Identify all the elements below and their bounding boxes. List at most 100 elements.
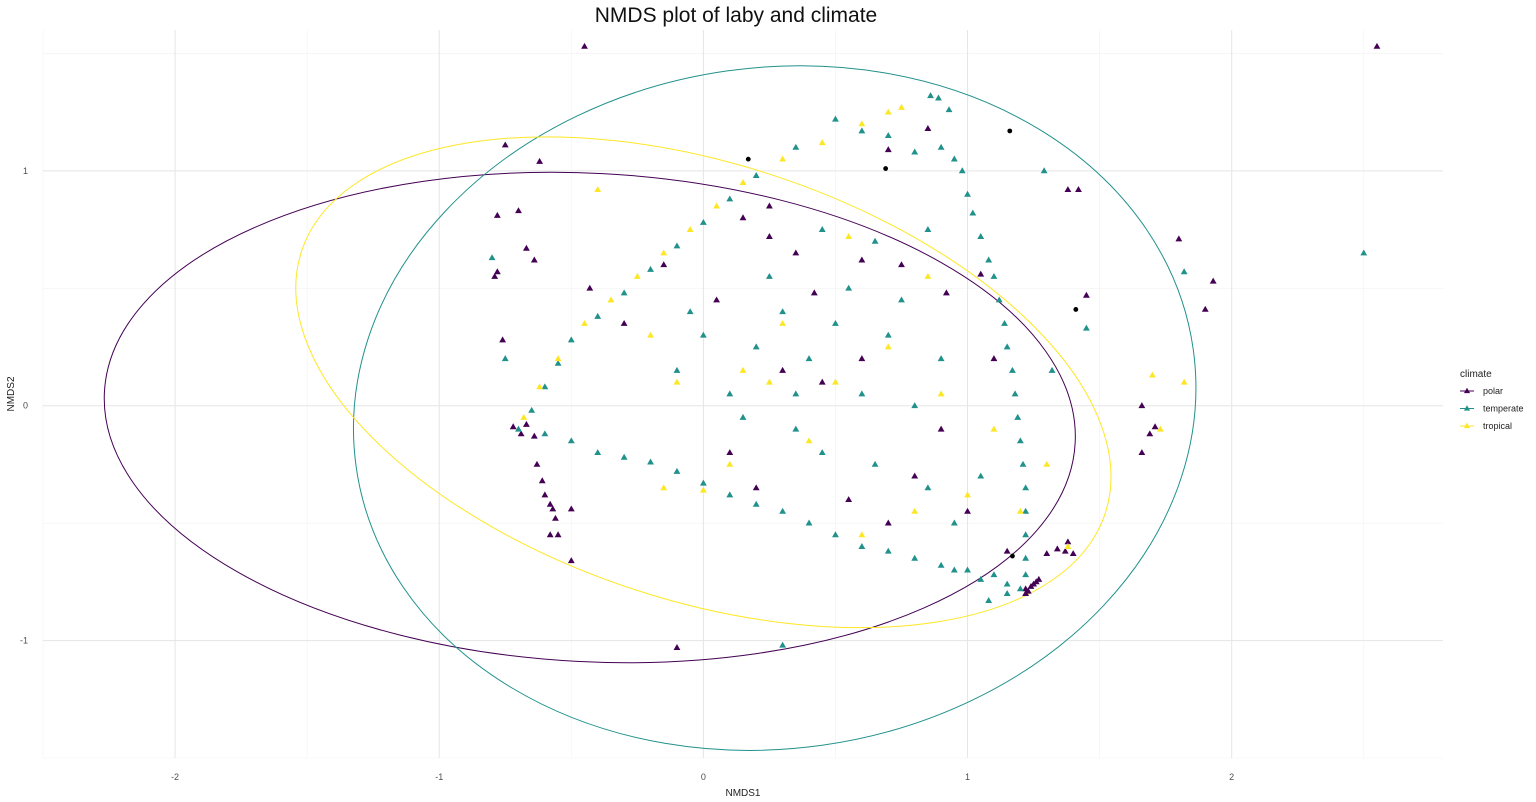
point-polar — [522, 420, 530, 427]
point-tropical — [779, 155, 787, 162]
point-polar — [660, 261, 668, 268]
point-extra — [1010, 553, 1015, 559]
point-polar — [620, 319, 628, 326]
point-temperate — [673, 467, 681, 474]
point-temperate — [818, 226, 826, 232]
point-temperate — [977, 472, 985, 479]
point-tropical — [911, 507, 919, 514]
point-temperate — [594, 449, 602, 456]
point-tropical — [805, 437, 813, 444]
point-polar — [1053, 545, 1061, 552]
point-polar — [549, 505, 557, 512]
point-polar — [1082, 291, 1090, 298]
ellipse-tropical — [295, 136, 1112, 629]
point-polar — [1201, 305, 1209, 312]
point-temperate — [1022, 531, 1030, 538]
point-temperate — [752, 500, 760, 507]
point-temperate — [792, 390, 800, 397]
point-temperate — [937, 143, 945, 150]
point-temperate — [818, 449, 826, 456]
point-tropical — [937, 390, 945, 397]
point-tropical — [581, 319, 588, 326]
point-polar — [517, 430, 525, 437]
legend-key-temperate — [1463, 405, 1471, 411]
point-polar — [1175, 235, 1183, 242]
point-temperate — [1082, 324, 1090, 331]
point-temperate — [1014, 413, 1022, 420]
point-temperate — [567, 336, 575, 343]
point-polar — [493, 211, 501, 218]
point-polar — [1209, 277, 1217, 284]
point-polar — [536, 157, 544, 164]
x-tick-label: 1 — [965, 772, 970, 782]
point-tropical — [1180, 378, 1188, 385]
point-temperate — [726, 195, 734, 202]
point-temperate — [726, 491, 734, 498]
point-polar — [554, 531, 562, 538]
point-tropical — [1043, 460, 1051, 467]
point-polar — [567, 505, 575, 512]
point-polar — [499, 336, 507, 343]
point-polar — [1064, 186, 1072, 193]
point-tropical — [990, 425, 998, 432]
point-polar — [493, 268, 501, 275]
point-temperate — [1016, 437, 1024, 444]
point-tropical — [1149, 371, 1156, 378]
point-tropical — [858, 531, 866, 538]
point-tropical — [898, 103, 905, 110]
point-tropical — [1064, 543, 1072, 549]
point-tropical — [924, 272, 932, 279]
point-polar — [898, 261, 905, 268]
point-polar — [522, 244, 530, 251]
point-temperate — [647, 458, 654, 465]
point-polar — [1138, 402, 1146, 409]
point-polar — [765, 233, 773, 239]
point-temperate — [567, 437, 575, 444]
point-temperate — [858, 127, 866, 134]
point-extra — [883, 166, 889, 171]
point-temperate — [1009, 366, 1016, 373]
point-temperate — [620, 453, 628, 460]
point-temperate — [884, 331, 892, 338]
point-temperate — [845, 284, 853, 291]
point-polar — [884, 146, 892, 153]
point-temperate — [779, 641, 787, 648]
point-polar — [533, 460, 541, 467]
point-tropical — [660, 249, 668, 256]
point-temperate — [686, 308, 694, 315]
point-polar — [792, 249, 800, 256]
y-tick-label: 1 — [23, 166, 28, 176]
point-polar — [964, 507, 971, 514]
point-temperate — [950, 519, 958, 526]
point-temperate — [911, 148, 919, 155]
point-tropical — [765, 378, 773, 385]
tick-labels: -2 -1 0 1 2 -1 0 1 — [20, 166, 1234, 782]
point-temperate — [620, 289, 628, 296]
point-polar — [530, 432, 538, 439]
point-temperate — [911, 554, 919, 561]
point-tropical — [832, 378, 839, 385]
point-tropical — [884, 108, 892, 115]
point-polar — [1069, 550, 1077, 557]
point-polar — [546, 500, 554, 507]
point-tropical — [647, 331, 654, 338]
point-polar — [884, 519, 892, 526]
point-temperate — [977, 233, 985, 239]
point-temperate — [673, 366, 681, 373]
legend-label-tropical: tropical — [1483, 421, 1512, 431]
point-temperate — [1022, 554, 1030, 561]
point-polar — [567, 557, 575, 564]
point-temperate — [739, 413, 747, 420]
point-temperate — [1180, 268, 1188, 275]
point-temperate — [950, 155, 958, 162]
point-temperate — [765, 272, 773, 279]
point-temperate — [1003, 580, 1011, 587]
point-polar — [1373, 42, 1381, 49]
point-polar — [911, 472, 919, 479]
point-polar — [1043, 550, 1051, 557]
point-temperate — [871, 237, 879, 244]
point-polar — [586, 284, 594, 291]
point-polar — [1138, 449, 1146, 456]
point-temperate — [673, 242, 681, 249]
